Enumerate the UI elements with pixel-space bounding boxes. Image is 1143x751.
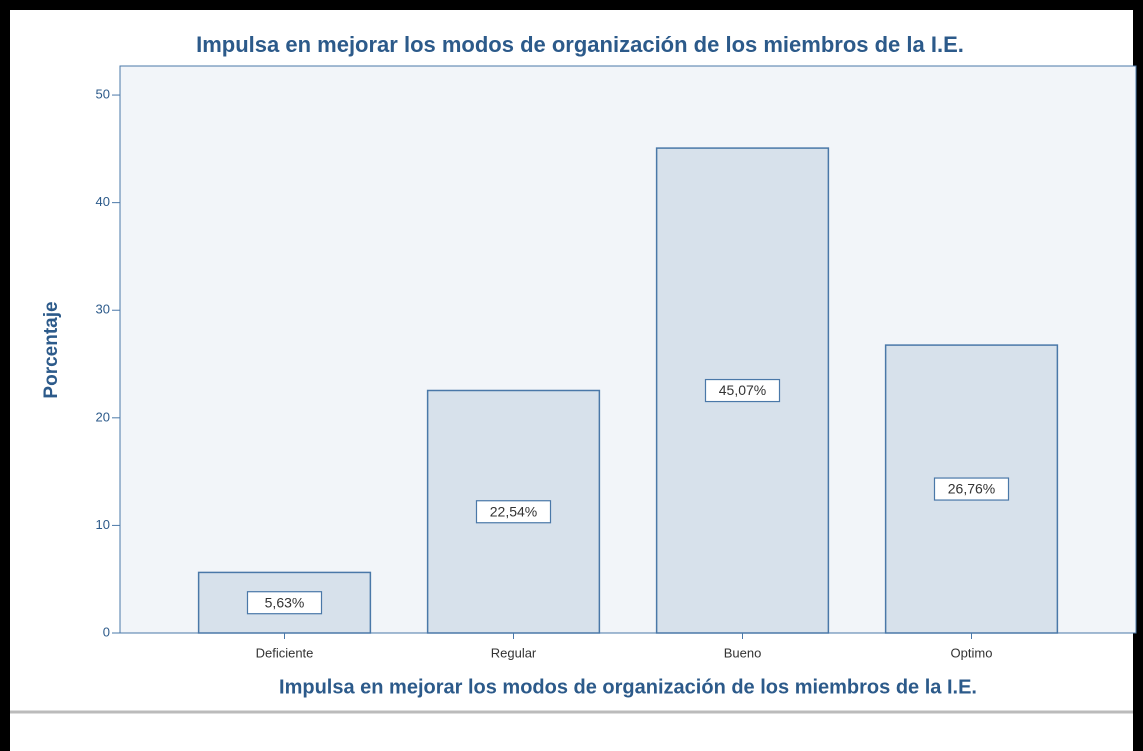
value-label: 45,07% — [719, 382, 766, 398]
y-tick-label: 30 — [96, 302, 110, 317]
y-tick-label: 50 — [96, 86, 110, 101]
value-label-box — [246, 591, 323, 615]
x-tick-label: Bueno — [724, 645, 762, 660]
y-tick-label: 10 — [96, 517, 110, 532]
value-label: 5,63% — [265, 594, 305, 610]
value-label-box — [475, 500, 552, 524]
value-label: 22,54% — [490, 503, 537, 519]
value-label-box — [933, 477, 1010, 501]
y-axis-label: Porcentaje — [41, 301, 62, 398]
chart-title: Impulsa en mejorar los modos de organiza… — [196, 32, 964, 57]
x-tick-label: Deficiente — [256, 645, 314, 660]
x-axis-label: Impulsa en mejorar los modos de organiza… — [279, 676, 977, 698]
y-tick-label: 20 — [96, 409, 110, 424]
x-tick-label: Regular — [491, 645, 537, 660]
x-tick-label: Optimo — [951, 645, 993, 660]
y-tick-label: 40 — [96, 194, 110, 209]
value-label: 26,76% — [948, 481, 995, 497]
y-tick-label: 0 — [103, 624, 110, 639]
value-label-box — [704, 378, 781, 403]
